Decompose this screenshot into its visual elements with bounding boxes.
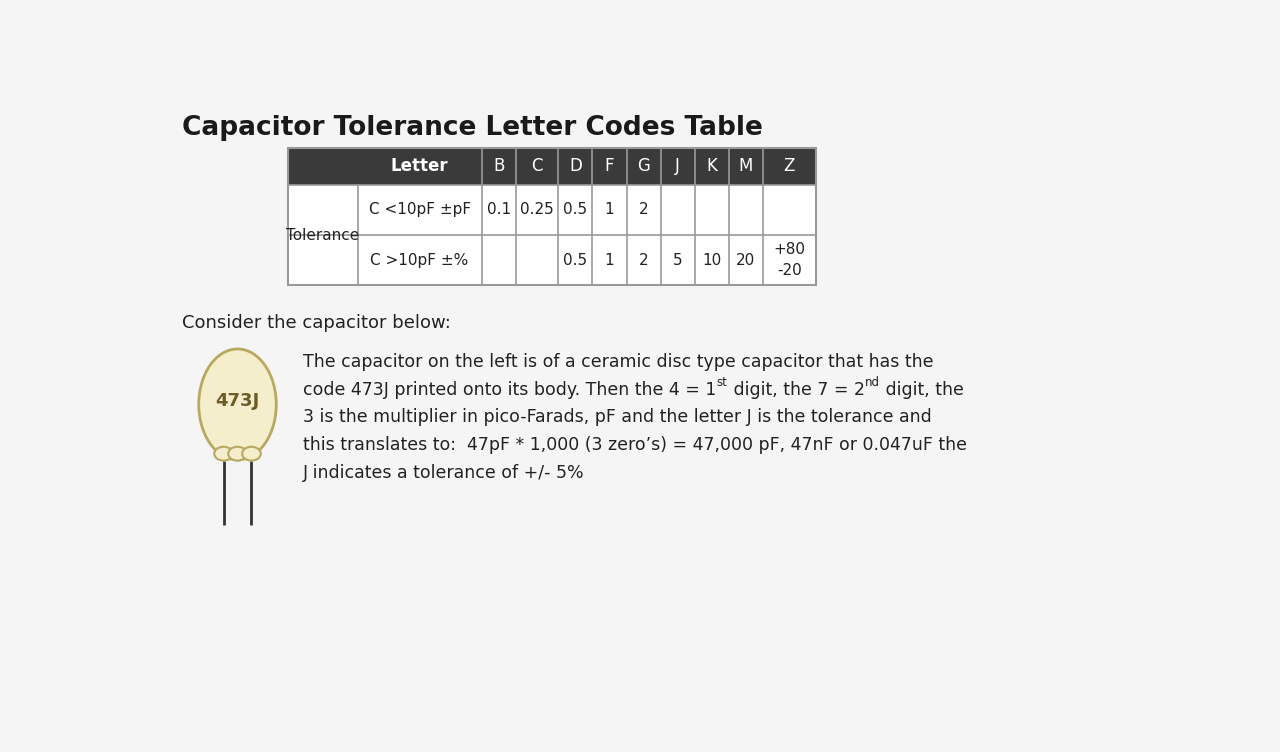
Text: J indicates a tolerance of +/- 5%: J indicates a tolerance of +/- 5% — [303, 464, 585, 482]
Text: 0.5: 0.5 — [563, 202, 588, 217]
Ellipse shape — [198, 349, 276, 459]
Text: The capacitor on the left is of a ceramic disc type capacitor that has the: The capacitor on the left is of a cerami… — [303, 353, 934, 371]
Text: 0.25: 0.25 — [520, 202, 554, 217]
Text: 3 is the multiplier in pico-Farads, pF and the letter J is the tolerance and: 3 is the multiplier in pico-Farads, pF a… — [303, 408, 932, 426]
Text: code 473J printed onto its body. Then the 4 = 1: code 473J printed onto its body. Then th… — [303, 381, 717, 399]
Text: 5: 5 — [673, 253, 682, 268]
Text: digit, the 7 = 2: digit, the 7 = 2 — [727, 381, 864, 399]
Text: 1: 1 — [604, 202, 614, 217]
Text: D: D — [570, 157, 582, 175]
Text: +80
-20: +80 -20 — [773, 242, 805, 278]
Text: this translates to:  47pF * 1,000 (3 zero’s) = 47,000 pF, 47nF or 0.047uF the: this translates to: 47pF * 1,000 (3 zero… — [303, 436, 968, 454]
Bar — [288, 148, 815, 285]
Text: Consider the capacitor below:: Consider the capacitor below: — [182, 314, 451, 332]
Text: 0.1: 0.1 — [486, 202, 511, 217]
Text: 20: 20 — [736, 253, 755, 268]
Ellipse shape — [242, 447, 261, 461]
Text: Tolerance: Tolerance — [287, 228, 360, 242]
Text: F: F — [604, 157, 614, 175]
Text: B: B — [493, 157, 504, 175]
Bar — [288, 148, 815, 185]
Bar — [288, 235, 815, 285]
Text: st: st — [717, 376, 727, 390]
Text: Z: Z — [783, 157, 795, 175]
Text: K: K — [707, 157, 717, 175]
Text: C >10pF ±%: C >10pF ±% — [370, 253, 468, 268]
Text: 2: 2 — [639, 253, 649, 268]
Text: C: C — [531, 157, 543, 175]
Text: 473J: 473J — [215, 392, 260, 410]
Text: J: J — [676, 157, 680, 175]
Bar — [288, 185, 815, 235]
Text: 2: 2 — [639, 202, 649, 217]
Text: M: M — [739, 157, 753, 175]
Text: digit, the: digit, the — [879, 381, 964, 399]
Text: 1: 1 — [604, 253, 614, 268]
Text: nd: nd — [864, 376, 879, 390]
Text: Letter: Letter — [390, 157, 448, 175]
Ellipse shape — [214, 447, 233, 461]
Bar — [288, 148, 815, 285]
Text: C <10pF ±pF: C <10pF ±pF — [369, 202, 471, 217]
Ellipse shape — [228, 447, 247, 461]
Text: G: G — [637, 157, 650, 175]
Text: Capacitor Tolerance Letter Codes Table: Capacitor Tolerance Letter Codes Table — [182, 115, 763, 141]
Text: 0.5: 0.5 — [563, 253, 588, 268]
Text: 10: 10 — [703, 253, 722, 268]
